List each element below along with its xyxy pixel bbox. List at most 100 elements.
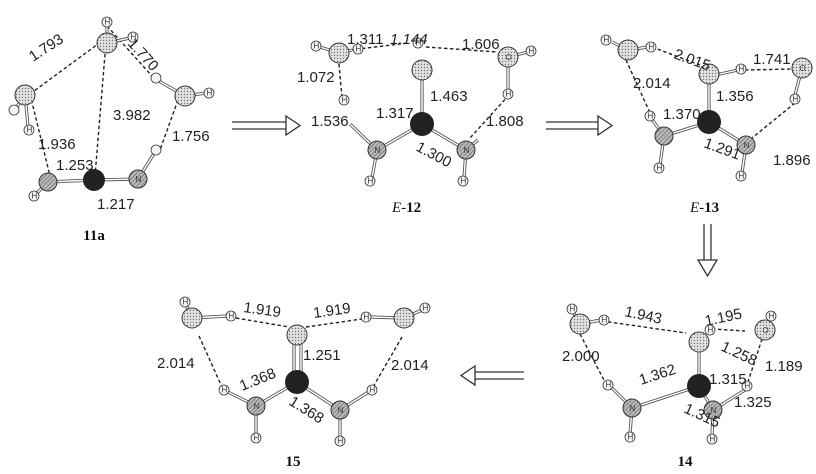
hbond-11a-4: [94, 41, 107, 177]
structure-label: E-12: [391, 200, 421, 216]
h-atom-label: H: [338, 437, 344, 446]
hydrogen-atom: [310, 40, 322, 52]
distance-label: 1.300: [413, 139, 454, 172]
distance-label: 1.144: [390, 31, 428, 48]
distance-label: 1.189: [765, 358, 803, 375]
distance-label: 1.606: [462, 36, 500, 53]
h-atom-label: H: [368, 177, 374, 186]
hydrogen-atom: [203, 87, 215, 99]
hydrogen-atom: [412, 37, 424, 49]
h-atom-label: H: [183, 298, 189, 307]
distance-label: 1.919: [242, 299, 282, 321]
hydrogen-atom: [419, 302, 431, 314]
hydrogen-atom: [704, 324, 716, 336]
hbond-11a-2: [106, 25, 153, 77]
h-atom-label: H: [710, 435, 716, 444]
hydrogen-atom: [598, 314, 610, 326]
hydrogen-atom: [101, 16, 113, 28]
structure-label: 15: [286, 454, 301, 469]
hbond-11a-5: [159, 99, 179, 151]
structure-E-12: H H H H H H H H O N N 1.311 1.144 1.606 …: [297, 31, 537, 216]
oxygen-atom: [411, 59, 433, 81]
distance-label: 1.756: [172, 128, 210, 145]
structure-label: E-13: [689, 200, 719, 216]
h-atom-label: H: [207, 89, 213, 98]
h-atom-label: H: [604, 36, 610, 45]
hydrogen-atom: [600, 34, 612, 46]
hydrogen-atom: [352, 43, 364, 55]
hbond-14-2: [711, 328, 746, 332]
nitrogen-atom: [38, 172, 58, 192]
distance-label: 1.793: [26, 31, 67, 66]
distance-label: 1.217: [97, 196, 135, 213]
hydrogen-atom: [789, 93, 801, 105]
hydrogen-atom: [624, 431, 636, 443]
h-atom-label: H: [739, 65, 745, 74]
hydrogen-atom: [653, 162, 665, 174]
oxygen-atom: [174, 85, 196, 107]
oxygen-atom: [754, 319, 776, 341]
arrow-down: [696, 224, 719, 278]
hbond-12-4: [469, 94, 510, 139]
o-atom-label: O: [763, 326, 769, 335]
carbon-atom: [83, 169, 105, 191]
carbon-atom: [697, 110, 721, 134]
h-atom-label: H: [739, 172, 745, 181]
hydrogen-atom: [457, 175, 469, 187]
distance-label: 1.356: [716, 88, 754, 105]
hbond-12-1: [349, 42, 409, 51]
hydrogen-atom: [150, 144, 162, 156]
n-atom-label: N: [136, 175, 142, 184]
h-atom-label: H: [649, 43, 655, 52]
distance-label: 1.072: [297, 69, 335, 86]
h-atom-label: H: [32, 192, 38, 201]
structure-E-13: H H H H H H H O N 2.015 1.741 2.014 1.35…: [600, 34, 813, 216]
nitrogen-atom: [456, 140, 476, 160]
h-atom-label: H: [657, 164, 663, 173]
h-atom-label: H: [628, 433, 634, 442]
h-atom-label: H: [769, 312, 775, 321]
h-atom-label: H: [254, 434, 260, 443]
oxygen-atom: [617, 39, 639, 61]
h-atom-label: H: [708, 326, 714, 335]
nitrogen-atom: [128, 169, 148, 189]
distance-label: 1.741: [753, 51, 791, 68]
hydrogen-atom: [23, 124, 35, 136]
hydrogen-atom: [360, 311, 372, 323]
nitrogen-atom: [654, 126, 674, 146]
oxygen-atom: [791, 57, 813, 79]
hydrogen-atom: [225, 310, 237, 322]
hydrogen-atom: [741, 380, 753, 392]
structure-11a: H H H H H N 1.793 1.770 1.936 3.982 1.75…: [8, 16, 215, 244]
hbond-15-4: [372, 336, 403, 388]
h-atom-label: H: [461, 177, 467, 186]
hydrogen-atom: [179, 296, 191, 308]
hydrogen-atom: [366, 384, 378, 396]
distance-label: 1.463: [430, 88, 468, 105]
distance-label: 1.368: [237, 365, 278, 395]
oxygen-atom: [497, 46, 519, 68]
h-atom-label: H: [229, 312, 235, 321]
distance-label: 1.536: [311, 113, 349, 130]
h-atom-label: H: [529, 47, 535, 56]
hydrogen-atom: [218, 384, 230, 396]
hydrogen-atom: [8, 104, 20, 116]
oxygen-atom: [393, 307, 415, 329]
h-atom-label: H: [342, 96, 348, 105]
h-atom-label: H: [793, 95, 799, 104]
hbond-13-4: [751, 102, 796, 139]
h-atom-label: H: [606, 381, 612, 390]
h-atom-label: H: [370, 386, 376, 395]
carbon-atom: [687, 374, 711, 398]
arrow-right: [546, 114, 614, 137]
nitrogen-atom: [246, 396, 266, 416]
distance-label: 1.311: [347, 31, 383, 48]
nitrogen-atom: [736, 135, 756, 155]
distance-label: 1.770: [124, 35, 162, 74]
h-atom-label: H: [314, 42, 320, 51]
hydrogen-atom: [364, 175, 376, 187]
distance-label: 1.370: [663, 106, 701, 123]
distance-label: 1.919: [312, 300, 352, 322]
hydrogen-atom: [735, 63, 747, 75]
n-atom-label: N: [711, 406, 717, 415]
